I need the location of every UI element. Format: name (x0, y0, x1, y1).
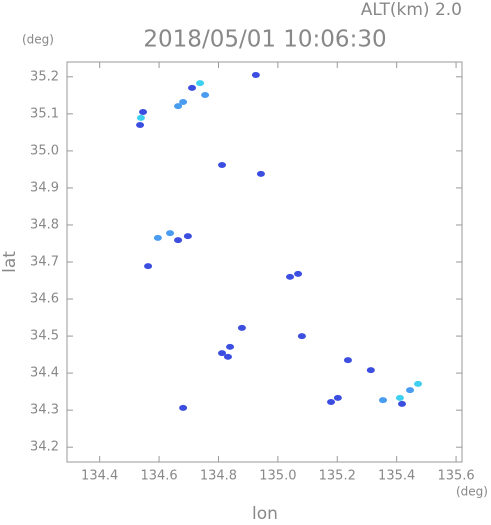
x-tick-label: 135.2 (319, 469, 356, 484)
x-tick-label: 135.4 (378, 469, 415, 484)
x-tick-label: 135.0 (259, 469, 296, 484)
y-tick-label: 34.7 (30, 255, 59, 270)
echo-point (395, 394, 404, 401)
y-tick-label: 34.8 (30, 217, 59, 232)
echo-point (136, 121, 145, 128)
echo-point (166, 230, 175, 237)
echo-point (366, 367, 375, 374)
echo-point (327, 399, 336, 405)
echo-point (237, 324, 246, 331)
echo-point (188, 84, 197, 91)
echo-point (406, 387, 415, 394)
echo-point (174, 237, 183, 244)
x-tick-label: 134.6 (140, 469, 177, 484)
echo-point (139, 109, 148, 115)
chart-title: 2018/05/01 10:06:30 (143, 27, 386, 53)
echo-point (174, 103, 183, 110)
echo-point (286, 273, 295, 280)
echo-point (398, 400, 407, 407)
echo-point (183, 233, 192, 240)
y-axis-label: lat (0, 251, 20, 273)
echo-point (226, 343, 235, 350)
y-unit: (deg) (22, 33, 54, 47)
y-tick-label: 34.4 (30, 366, 59, 381)
echo-point (201, 91, 210, 98)
y-tick-label: 35.0 (30, 143, 59, 158)
echo-point (144, 263, 153, 270)
altitude-label: ALT(km) 2.0 (361, 0, 462, 20)
y-tick-label: 34.2 (30, 440, 59, 455)
echo-point (297, 333, 306, 340)
echo-point (196, 80, 205, 87)
y-tick-label: 34.3 (30, 403, 59, 418)
echo-point (343, 357, 352, 364)
echo-point (179, 404, 188, 411)
y-tick-label: 34.5 (30, 329, 59, 344)
y-tick-label: 34.6 (30, 292, 59, 307)
echo-point (251, 71, 260, 78)
echo-point (256, 170, 265, 177)
echo-point (223, 353, 232, 360)
y-tick-label: 35.2 (30, 69, 59, 84)
echo-point (179, 99, 188, 105)
x-tick-label: 134.4 (81, 469, 118, 484)
echo-point (218, 350, 227, 357)
x-tick-label: 135.6 (437, 469, 474, 484)
y-tick-label: 35.1 (30, 106, 59, 121)
echo-point (414, 380, 423, 387)
echo-point (136, 114, 145, 121)
echo-point (153, 234, 162, 241)
x-unit: (deg) (456, 485, 488, 499)
echo-point (294, 270, 303, 277)
echo-point (218, 161, 227, 168)
y-tick-label: 34.9 (30, 180, 59, 195)
echo-point (379, 397, 387, 404)
x-tick-label: 134.8 (200, 469, 237, 484)
echo-point (333, 394, 342, 401)
x-axis-label: lon (252, 504, 278, 521)
